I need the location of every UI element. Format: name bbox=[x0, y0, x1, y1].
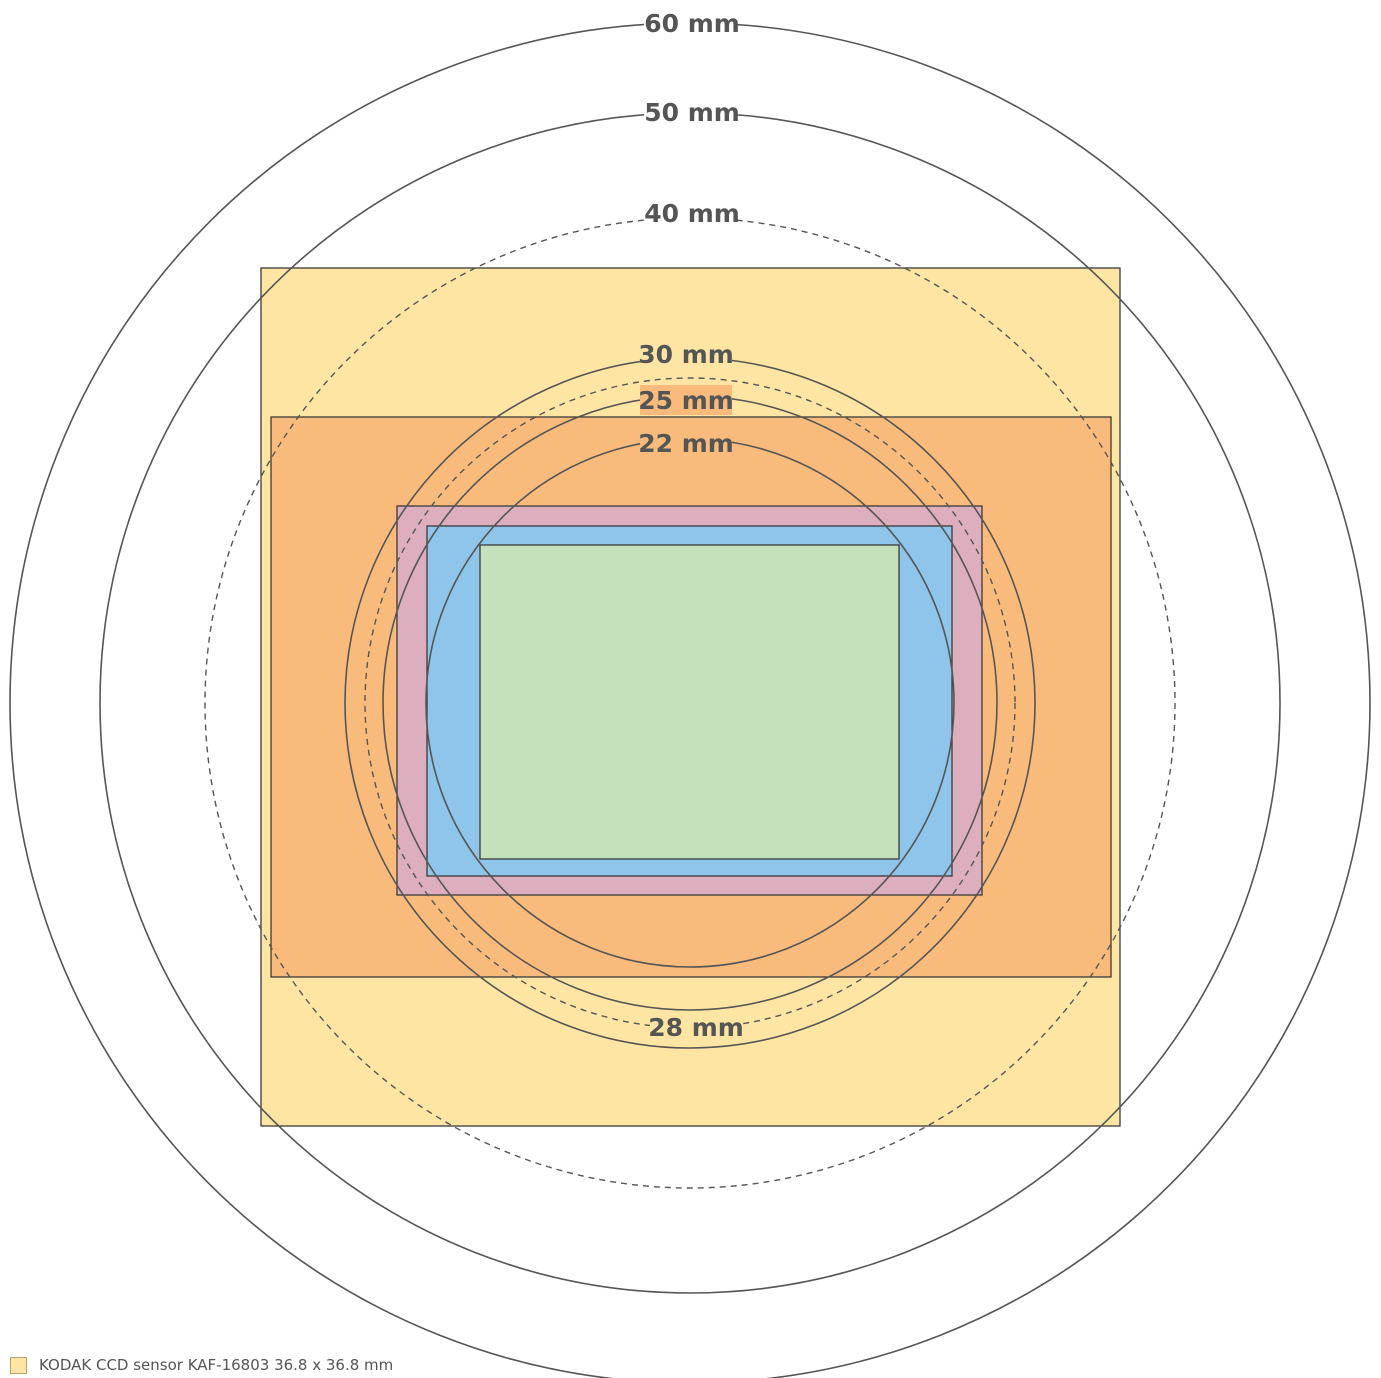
circle-label-25mm: 25 mm bbox=[638, 386, 734, 415]
circle-label-30mm: 30 mm bbox=[638, 340, 734, 369]
circle-label-50mm: 50 mm bbox=[644, 98, 740, 127]
label-bg-50mm bbox=[644, 97, 734, 127]
label-bg-28mm bbox=[650, 1012, 742, 1042]
label-bg-25mm bbox=[640, 385, 732, 415]
circle-40mm bbox=[204, 217, 1176, 1189]
circle-label-60mm: 60 mm bbox=[644, 9, 740, 38]
label-bg-30mm bbox=[640, 339, 732, 369]
circle-label-40mm: 40 mm bbox=[644, 199, 740, 228]
legend-label: KODAK CCD sensor KAF-16803 36.8 x 36.8 m… bbox=[39, 1356, 394, 1374]
label-bg-60mm bbox=[644, 8, 734, 38]
label-bg-40mm bbox=[644, 198, 734, 228]
legend: KODAK CCD sensor KAF-16803 36.8 x 36.8 m… bbox=[10, 1356, 393, 1374]
sensor-rect-green bbox=[479, 544, 900, 860]
legend-swatch bbox=[10, 1356, 27, 1374]
label-bg-22mm bbox=[640, 428, 732, 458]
circle-label-28mm: 28 mm bbox=[648, 1013, 744, 1042]
circle-label-22mm: 22 mm bbox=[638, 429, 734, 458]
